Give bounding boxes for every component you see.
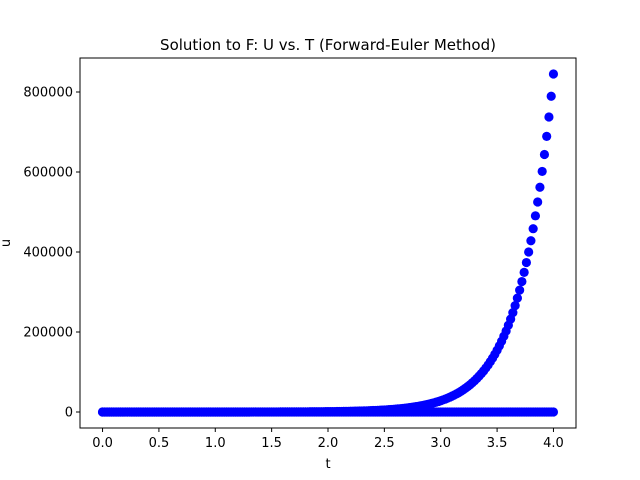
y-axis: 0 200000 400000 600000 800000 bbox=[23, 86, 80, 421]
x-tick-label: 2.0 bbox=[318, 436, 339, 451]
x-tick-label: 2.5 bbox=[374, 436, 395, 451]
scatter-point bbox=[515, 285, 525, 295]
scatter-point bbox=[524, 247, 534, 257]
x-tick-label: 1.5 bbox=[261, 436, 282, 451]
x-axis-title: t bbox=[325, 457, 330, 472]
y-tick-label: 200000 bbox=[23, 326, 73, 341]
scatter-point bbox=[512, 293, 522, 303]
scatter-point bbox=[535, 182, 545, 192]
scatter-point bbox=[539, 149, 550, 160]
chart-title: Solution to F: U vs. T (Forward-Euler Me… bbox=[160, 36, 496, 54]
scatter-point bbox=[530, 211, 541, 221]
y-tick-label: 0 bbox=[65, 406, 73, 421]
scatter-point bbox=[548, 69, 559, 79]
y-axis-title: u bbox=[0, 239, 14, 247]
x-tick-label: 1.0 bbox=[205, 436, 226, 451]
x-tick-label: 3.0 bbox=[430, 436, 451, 451]
scatter-point bbox=[548, 407, 559, 417]
x-tick-label: 0.0 bbox=[92, 436, 113, 451]
scatter-point bbox=[510, 301, 520, 311]
scatter-point bbox=[533, 197, 543, 207]
scatter-point bbox=[544, 112, 554, 122]
scatter-point bbox=[508, 308, 518, 318]
scatter-point bbox=[528, 224, 538, 234]
x-axis: 0.0 0.5 1.0 1.5 2.0 2.5 3.0 3.5 4.0 bbox=[92, 428, 564, 451]
scatter-point bbox=[542, 131, 552, 141]
scatter-point bbox=[517, 276, 527, 287]
scatter-point bbox=[519, 267, 529, 277]
x-tick-label: 3.5 bbox=[487, 436, 508, 451]
scatter-series bbox=[97, 407, 559, 417]
scatter-point bbox=[546, 91, 556, 101]
x-tick-label: 4.0 bbox=[543, 436, 564, 451]
scatter-point bbox=[526, 236, 536, 246]
y-tick-label: 600000 bbox=[23, 166, 73, 181]
y-tick-label: 800000 bbox=[23, 86, 73, 101]
scatter-point bbox=[537, 166, 547, 177]
plot-area bbox=[97, 69, 559, 417]
x-tick-label: 0.5 bbox=[149, 436, 170, 451]
scatter-point bbox=[521, 257, 532, 268]
y-tick-label: 400000 bbox=[23, 246, 73, 261]
